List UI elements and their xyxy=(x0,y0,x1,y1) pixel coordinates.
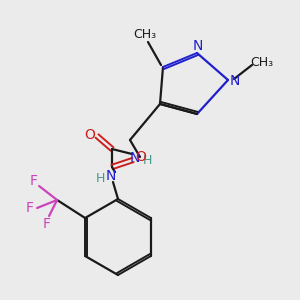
Text: CH₃: CH₃ xyxy=(134,28,157,40)
Text: F: F xyxy=(43,217,51,231)
Text: CH₃: CH₃ xyxy=(250,56,274,68)
Text: N: N xyxy=(230,74,240,88)
Text: N: N xyxy=(193,39,203,53)
Text: N: N xyxy=(130,151,140,165)
Text: O: O xyxy=(85,128,95,142)
Text: H: H xyxy=(142,154,152,166)
Text: F: F xyxy=(26,201,34,215)
Text: F: F xyxy=(30,174,38,188)
Text: N: N xyxy=(106,169,116,183)
Text: H: H xyxy=(95,172,105,184)
Text: O: O xyxy=(136,150,146,164)
